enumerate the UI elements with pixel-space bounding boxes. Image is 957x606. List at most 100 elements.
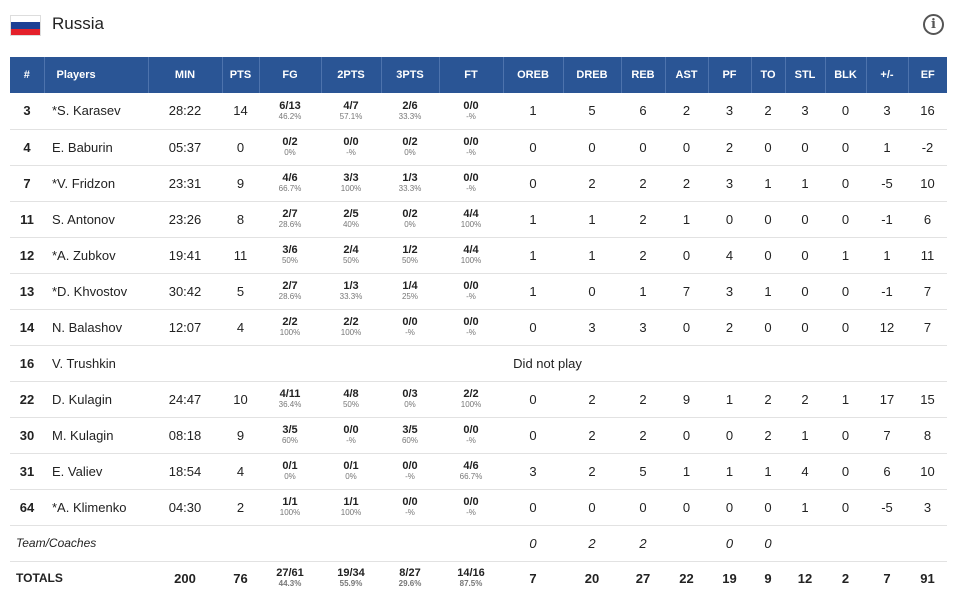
stat-ef: 15 xyxy=(908,381,947,418)
stat-dreb: 0 xyxy=(563,489,621,526)
fg-percentage: 36.4% xyxy=(278,400,302,409)
three-pts-percentage: 0% xyxy=(404,148,416,157)
empty-cell xyxy=(785,525,825,562)
player-name: V. Trushkin xyxy=(44,345,148,382)
two-pts-percentage: 33.3% xyxy=(339,292,363,301)
player-number: 3 xyxy=(10,93,44,130)
stat-ef: 10 xyxy=(908,165,947,202)
total-oreb: 7 xyxy=(529,570,537,586)
stat-pm: -5 xyxy=(866,489,908,526)
table-row[interactable]: 13 *D. Khvostov 30:42 5 2/7 28.6% 1/3 33.3% 1/4 2… xyxy=(10,273,947,310)
stat-to: 0 xyxy=(751,489,785,526)
fg-made-attempted: 2/7 xyxy=(282,208,298,220)
ft-made-attempted: 0/0 xyxy=(463,424,479,436)
russia-flag-icon xyxy=(10,15,41,36)
stat-dreb: 3 xyxy=(563,309,621,346)
two-pts: 1/1 100% xyxy=(321,489,381,526)
points: 5 xyxy=(222,273,259,310)
column-header[interactable]: # xyxy=(10,57,45,93)
stat-to: 1 xyxy=(751,453,785,490)
stat-pf: 4 xyxy=(708,237,751,274)
player-number: 30 xyxy=(10,417,44,454)
did-not-play: Did not play xyxy=(148,345,947,382)
table-row[interactable]: 3 *S. Karasev 28:22 14 6/13 46.2% 4/7 57.1% 2/6 3… xyxy=(10,93,947,130)
ft-percentage: -% xyxy=(466,184,476,193)
minutes: 08:18 xyxy=(148,417,222,454)
stat-blk: 0 xyxy=(825,489,866,526)
minutes: 28:22 xyxy=(148,93,222,130)
points: 11 xyxy=(222,237,259,274)
stat-dreb: 1 xyxy=(563,237,621,274)
stat-to: 0 xyxy=(751,237,785,274)
total-two-pts-percentage: 55.9% xyxy=(339,579,363,589)
stat-to: 0 xyxy=(751,201,785,238)
ft-made-attempted: 0/0 xyxy=(463,136,479,148)
totals-label: TOTALS xyxy=(16,571,63,586)
column-header[interactable]: FT xyxy=(439,57,504,93)
column-header[interactable]: 2PTS xyxy=(321,57,382,93)
column-header[interactable]: EF xyxy=(908,57,947,93)
stat-ef: 7 xyxy=(908,309,947,346)
total-stl: 12 xyxy=(797,570,813,586)
stat-to: 0 xyxy=(751,129,785,166)
table-row[interactable]: 30 M. Kulagin 08:18 9 3/5 60% 0/0 -% 3/5 60% 0/0 -%… xyxy=(10,417,947,454)
player-name: E. Baburin xyxy=(44,129,148,166)
stat-blk: 0 xyxy=(825,309,866,346)
minutes: 12:07 xyxy=(148,309,222,346)
empty-cell xyxy=(321,525,381,562)
column-header[interactable]: STL xyxy=(785,57,826,93)
total-two-pts-made-attempted: 19/34 xyxy=(337,567,365,580)
column-header[interactable]: TO xyxy=(751,57,786,93)
table-row[interactable]: 4 E. Baburin 05:37 0 0/2 0% 0/0 -% 0/2 0% 0/0 -% 0 0 0… xyxy=(10,129,947,166)
column-header[interactable]: DREB xyxy=(563,57,622,93)
info-icon[interactable]: i xyxy=(923,14,944,35)
two-pts-made-attempted: 3/3 xyxy=(343,172,359,184)
ft-percentage: 100% xyxy=(460,220,482,229)
stat-ef: -2 xyxy=(908,129,947,166)
stat-oreb: 0 xyxy=(503,129,563,166)
table-row[interactable]: 12 *A. Zubkov 19:41 11 3/6 50% 2/4 50% 1/2 50% 4/4… xyxy=(10,237,947,274)
table-row[interactable]: 64 *A. Klimenko 04:30 2 1/1 100% 1/1 100% 0/0 -% 0… xyxy=(10,489,947,526)
column-header[interactable]: PTS xyxy=(222,57,260,93)
stat-ef: 11 xyxy=(908,237,947,274)
table-row[interactable]: 14 N. Balashov 12:07 4 2/2 100% 2/2 100% 0/0 -% 0/… xyxy=(10,309,947,346)
stat-reb: 2 xyxy=(621,417,665,454)
stat-reb: 3 xyxy=(621,309,665,346)
column-header[interactable]: BLK xyxy=(825,57,867,93)
fg: 4/6 66.7% xyxy=(259,165,321,202)
points: 10 xyxy=(222,381,259,418)
column-header[interactable]: MIN xyxy=(148,57,223,93)
minutes: 24:47 xyxy=(148,381,222,418)
player-number: 4 xyxy=(10,129,44,166)
column-header[interactable]: REB xyxy=(621,57,666,93)
column-header[interactable]: FG xyxy=(259,57,322,93)
points: 9 xyxy=(222,165,259,202)
column-header[interactable]: AST xyxy=(665,57,709,93)
stat-blk: 0 xyxy=(825,165,866,202)
table-row[interactable]: 22 D. Kulagin 24:47 10 4/11 36.4% 4/8 50% 0/3 0% 2… xyxy=(10,381,947,418)
stat-to: 0 xyxy=(751,525,785,562)
stat-blk: 1 xyxy=(825,381,866,418)
three-pts-made-attempted: 0/0 xyxy=(402,316,418,328)
table-row[interactable]: 16 V. Trushkin Did not play xyxy=(10,345,947,382)
column-header[interactable]: +/- xyxy=(866,57,909,93)
ft-percentage: -% xyxy=(466,292,476,301)
ft-percentage: -% xyxy=(466,148,476,157)
table-row[interactable]: 11 S. Antonov 23:26 8 2/7 28.6% 2/5 40% 0/2 0% 4/4… xyxy=(10,201,947,238)
column-header[interactable]: Players xyxy=(44,57,149,93)
ft: 0/0 -% xyxy=(439,129,503,166)
stat-dreb: 5 xyxy=(563,93,621,130)
empty-cell xyxy=(222,525,259,562)
column-header[interactable]: PF xyxy=(708,57,752,93)
column-header[interactable]: OREB xyxy=(503,57,564,93)
column-header[interactable]: 3PTS xyxy=(381,57,440,93)
total-ef: 91 xyxy=(920,570,935,586)
three-pts-made-attempted: 1/2 xyxy=(402,244,418,256)
three-pts: 1/3 33.3% xyxy=(381,165,439,202)
stat-pf: 2 xyxy=(708,129,751,166)
three-pts-percentage: 0% xyxy=(404,220,416,229)
table-row[interactable]: 7 *V. Fridzon 23:31 9 4/6 66.7% 3/3 100% 1/3 33.3… xyxy=(10,165,947,202)
total-pm: 7 xyxy=(883,570,891,586)
stat-ast: 0 xyxy=(665,129,708,166)
table-row[interactable]: 31 E. Valiev 18:54 4 0/1 0% 0/1 0% 0/0 -% 4/6 66.7%… xyxy=(10,453,947,490)
